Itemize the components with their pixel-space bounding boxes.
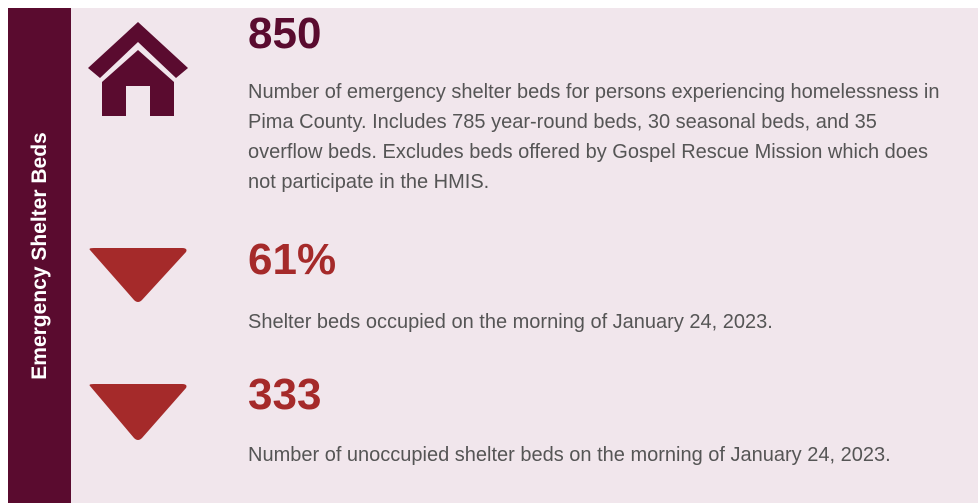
house-icon [88, 22, 188, 116]
down-arrow-icon [89, 248, 187, 302]
description: Number of unoccupied shelter beds on the… [248, 444, 891, 466]
description: Number of emergency shelter beds for per… [248, 81, 940, 193]
sidebar-title: Emergency Shelter Beds [28, 132, 51, 380]
sidebar [8, 8, 71, 503]
stat: 333 [248, 370, 322, 419]
down-arrow-icon [89, 384, 187, 440]
description: Shelter beds occupied on the morning of … [248, 311, 773, 333]
stat: 850 [248, 9, 322, 58]
stat: 61% [248, 235, 337, 284]
